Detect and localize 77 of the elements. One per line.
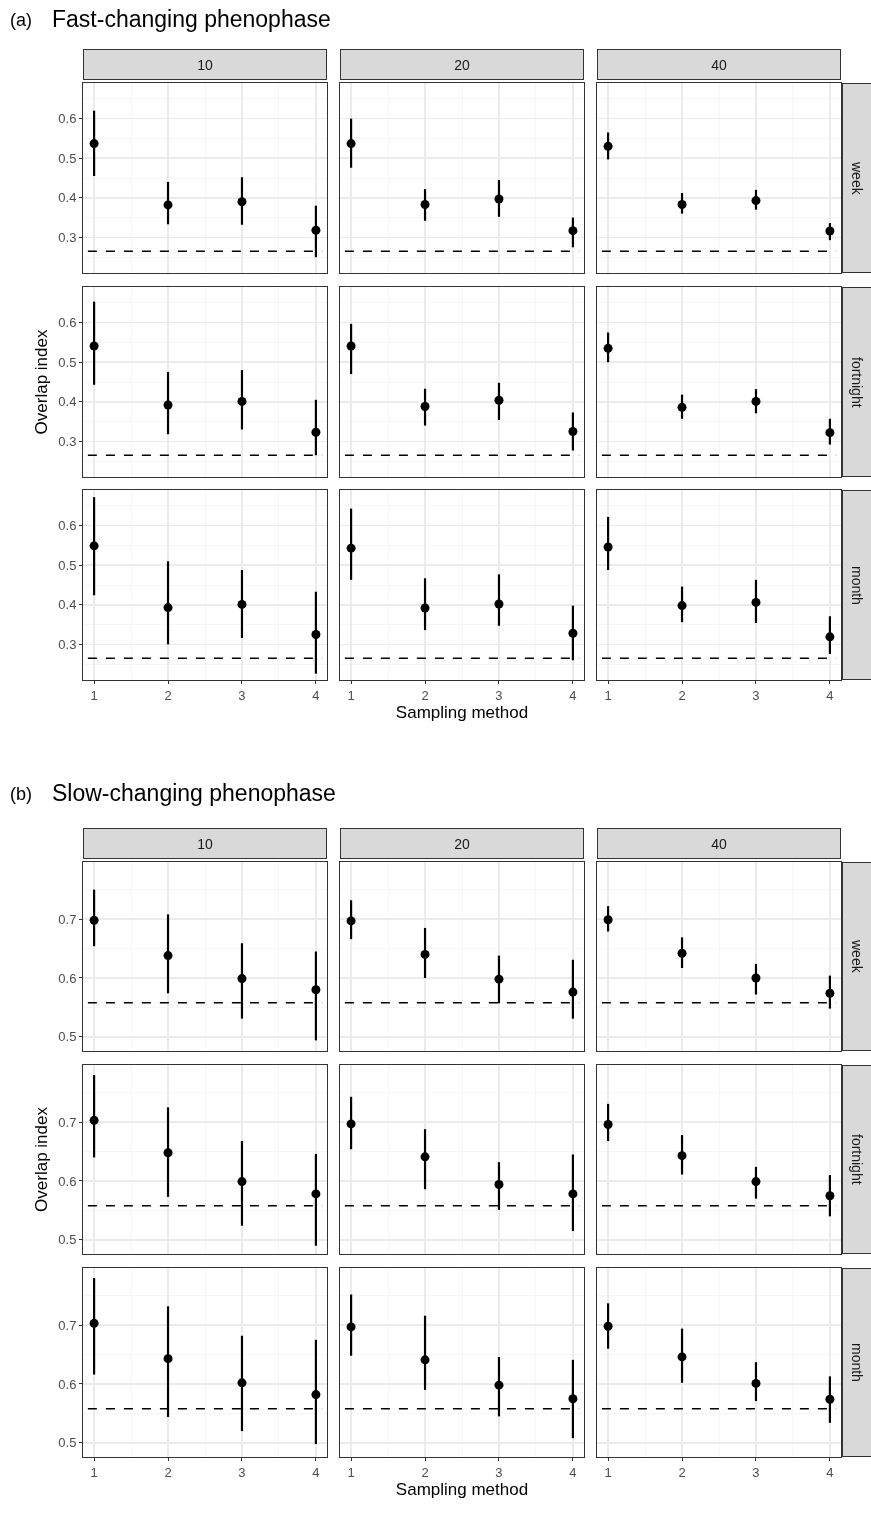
y-tick-label: 0.3	[58, 229, 77, 245]
y-tick-label: 0.4	[58, 190, 77, 206]
y-tick-label: 0.5	[58, 557, 77, 573]
y-tick-label: 0.5	[58, 1232, 77, 1248]
panel-strip: month	[842, 1268, 871, 1457]
y2-axis-title: week	[849, 161, 865, 195]
y-axis-title: Overlap index	[31, 1106, 51, 1212]
y-tick-label: 0.5	[58, 150, 77, 166]
y-tick-label: 0.6	[58, 1173, 77, 1189]
y2-axis-title: fortnight	[849, 356, 865, 408]
panel-strip: 10	[83, 49, 327, 80]
x-tick-label: 2	[164, 687, 172, 703]
y2-axis-title: month	[849, 565, 865, 605]
x-tick-label: 2	[678, 687, 686, 703]
y-tick-label: 0.6	[58, 111, 77, 127]
x-tick-label: 3	[238, 1464, 246, 1480]
y-tick-label: 0.6	[58, 518, 77, 534]
panel-strip: fortnight	[842, 1065, 871, 1254]
y-tick-label: 0.5	[58, 1435, 77, 1451]
y-tick-label: 0.5	[58, 354, 77, 370]
x-tick-label: 2	[421, 687, 429, 703]
panel-strip: 40	[597, 49, 841, 80]
x-tick-label: 4	[312, 1464, 320, 1480]
chart-title: 10	[197, 835, 213, 852]
y-tick-label: 0.6	[58, 1376, 77, 1392]
x-tick-label: 4	[312, 687, 320, 703]
y2-axis-title: fortnight	[849, 1134, 865, 1185]
x-tick-label: 2	[678, 1464, 686, 1480]
x-tick-label: 3	[495, 687, 503, 703]
y-tick-label: 0.3	[58, 636, 77, 652]
panel-strip: 40	[597, 828, 841, 859]
x-tick-label: 4	[569, 687, 577, 703]
x-tick-label: 3	[752, 687, 760, 703]
x-tick-label: 3	[752, 1464, 760, 1480]
chart-title: 10	[197, 56, 213, 73]
chart-title: 20	[454, 56, 470, 73]
chart-title: 40	[711, 56, 727, 73]
x-tick-label: 1	[347, 1464, 355, 1480]
y-tick-label: 0.7	[58, 1317, 77, 1333]
y-axis-title: Overlap index	[31, 329, 51, 435]
chart-title: 20	[454, 835, 470, 852]
y2-axis-title: month	[849, 1343, 865, 1382]
y-tick-label: 0.4	[58, 394, 77, 410]
panel-strip: week	[842, 862, 871, 1051]
y-tick-label: 0.3	[58, 433, 77, 449]
text: Slow-changing phenophase	[52, 780, 336, 807]
y-tick-label: 0.7	[58, 911, 77, 927]
x-tick-label: 3	[495, 1464, 503, 1480]
y-tick-label: 0.5	[58, 1029, 77, 1045]
panel-strip: week	[842, 83, 871, 273]
text: (b)	[10, 784, 32, 805]
panel-strip: 20	[340, 828, 584, 859]
y-tick-label: 0.6	[58, 970, 77, 986]
chart-title: 40	[711, 835, 727, 852]
y-tick-label: 0.7	[58, 1114, 77, 1130]
text: (a)	[10, 10, 32, 31]
y-tick-label: 0.6	[58, 315, 77, 331]
x-axis-title: Sampling method	[395, 1480, 529, 1499]
x-tick-label: 1	[604, 687, 612, 703]
x-tick-label: 1	[347, 687, 355, 703]
panel-strip: fortnight	[842, 287, 871, 477]
x-tick-label: 4	[569, 1464, 577, 1480]
x-tick-label: 4	[826, 1464, 834, 1480]
x-tick-label: 4	[826, 687, 834, 703]
x-tick-label: 1	[604, 1464, 612, 1480]
panel-strip: month	[842, 490, 871, 680]
panel-strip: 20	[340, 49, 584, 80]
x-axis-title: Sampling method	[395, 703, 529, 722]
x-tick-label: 1	[90, 687, 98, 703]
panel-strip: 10	[83, 828, 327, 859]
x-tick-label: 1	[90, 1464, 98, 1480]
y2-axis-title: week	[849, 940, 865, 973]
x-tick-label: 2	[164, 1464, 172, 1480]
y-tick-label: 0.4	[58, 597, 77, 613]
x-tick-label: 2	[421, 1464, 429, 1480]
text: Fast-changing phenophase	[52, 6, 331, 33]
x-tick-label: 3	[238, 687, 246, 703]
